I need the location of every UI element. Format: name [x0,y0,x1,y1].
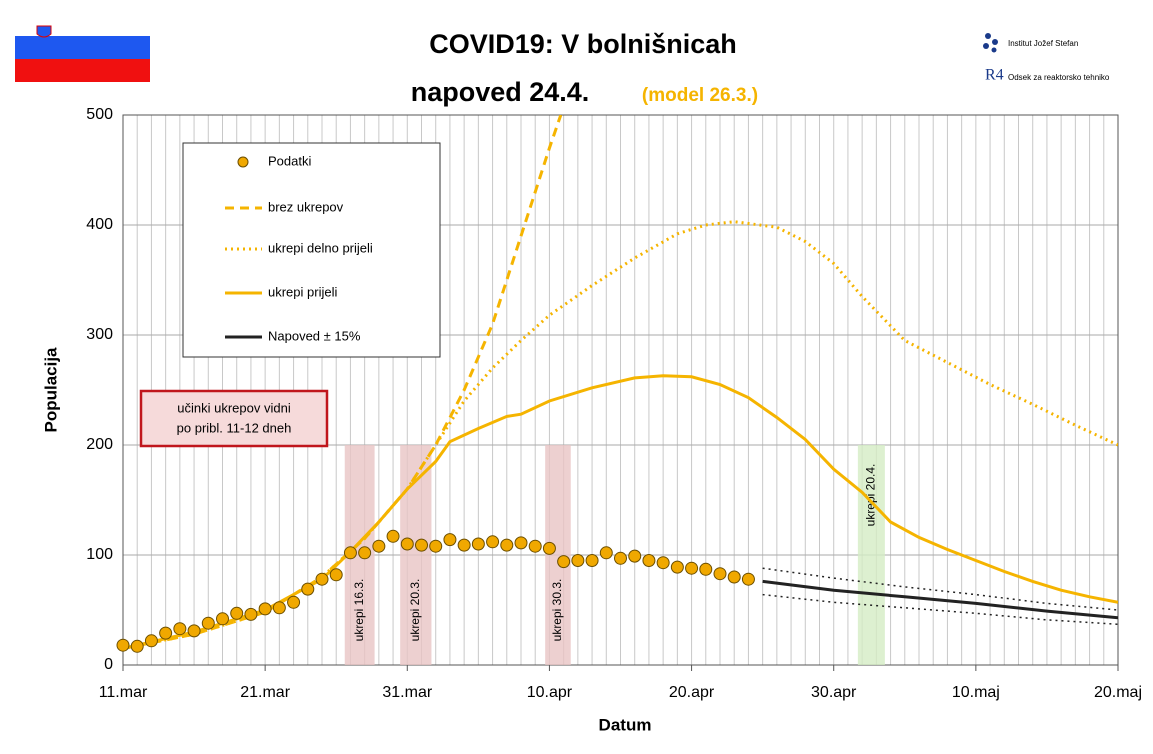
x-tick-label: 21.mar [240,684,290,701]
subtitle-note: (model 26.3.) [642,85,758,106]
flag [15,14,150,82]
span [857,445,885,665]
y-tick-label: 300 [86,326,113,343]
data-point [386,529,400,543]
data-point [713,567,727,581]
data-point [116,638,130,652]
data-point [201,616,215,630]
data-point [315,572,329,586]
chart-title: COVID19: V bolnišnicah [429,29,737,59]
data-point [628,549,642,563]
legend-label: brez ukrepov [268,199,344,214]
data-point [685,561,699,575]
data-point [542,541,556,555]
data-point [301,582,315,596]
series-line [123,374,1118,650]
x-tick-label: 10.maj [952,684,1000,701]
data-point [514,536,528,550]
data-point [230,606,244,620]
logo-text: Odsek za reaktorsko tehniko [1008,73,1110,82]
data-point [144,634,158,648]
data-point [471,537,485,551]
plot-lines [123,115,1118,650]
note-box [139,389,329,448]
data-point [585,554,599,567]
x-axis-label: Datum [599,715,652,734]
span-label: ukrepi 30.3. [550,579,564,642]
data-point [216,612,229,626]
note-text: učinki ukrepov vidni [177,400,291,415]
data-point [258,602,272,616]
data-point [528,539,542,553]
data-point [173,622,187,636]
y-tick-label: 500 [86,106,113,123]
logo-mark: R4 [985,67,1004,84]
data-point [571,554,585,567]
span-label: ukrepi 20.3. [408,579,422,642]
span [545,445,571,665]
legend-label: Podatki [268,153,311,168]
data-point [599,546,613,560]
x-tick-label: 31.mar [382,684,432,701]
data-point [358,546,372,560]
span-label: ukrepi 16.3. [352,579,366,642]
logo-text: Institut Jožef Stefan [1008,39,1078,48]
data-point [244,607,258,621]
data-point [457,538,471,552]
x-tick-label: 11.mar [99,684,148,701]
data-point [557,555,571,569]
data-point [329,568,343,582]
y-tick-label: 100 [86,546,113,563]
data-point [415,538,428,552]
data-point [656,556,670,570]
data-point [130,639,144,653]
note-text: po pribl. 11-12 dneh [177,420,292,435]
data-point [614,551,627,565]
data-point [372,539,386,553]
x-tick-label: 20.maj [1094,684,1142,701]
x-tick-label: 20.apr [669,684,715,701]
data-point [187,624,201,638]
legend-marker [237,156,249,168]
y-axis-label: Populacija [41,347,60,433]
series-line [123,115,563,650]
y-tick-label: 400 [86,216,113,233]
legend-label: ukrepi delno prijeli [268,240,373,255]
span-label: ukrepi 20.4. [864,464,878,527]
data-point [486,535,500,549]
data-point [699,562,713,576]
chart-subtitle: napoved 24.4. [411,77,590,107]
legend-label: ukrepi prijeli [268,284,337,299]
legend-label: Napoved ± 15% [268,328,361,343]
y-tick-label: 0 [104,656,113,673]
data-point [287,595,301,609]
x-tick-label: 10.apr [527,684,573,701]
data-point [272,601,286,615]
data-point [500,538,514,552]
data-point [400,537,414,551]
data-point [443,533,457,547]
data-point [343,546,357,560]
data-point [741,572,755,586]
logo: Institut Jožef Stefan R4 Odsek za reakto… [983,33,1110,84]
series-line [762,579,1118,620]
data-point [642,554,656,567]
x-tick-label: 30.apr [811,684,857,701]
data-point [429,539,443,553]
data-point [727,570,741,584]
plot-frame [122,114,1119,666]
data-point [159,626,173,640]
y-tick-label: 200 [86,436,113,453]
data-point [670,560,684,574]
